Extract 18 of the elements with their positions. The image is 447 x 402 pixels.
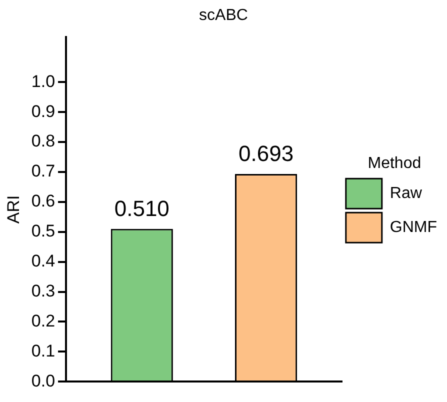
chart-title: scABC	[199, 7, 248, 24]
data-label: 0.510	[114, 196, 170, 221]
y-tick-label: 0.7	[31, 162, 56, 181]
y-tick-label: 0.5	[31, 222, 56, 241]
y-tick-label: 0.8	[31, 132, 56, 151]
y-tick-label: 0.2	[31, 311, 56, 330]
legend-title: Method	[368, 154, 422, 172]
y-tick-label: 0.0	[31, 371, 56, 390]
data-label: 0.693	[238, 141, 294, 166]
y-axis-title: ARI	[4, 195, 23, 224]
y-tick-label: 0.1	[31, 341, 56, 360]
y-tick-label: 0.4	[31, 251, 56, 270]
y-tick-label: 0.3	[31, 281, 56, 300]
legend-label: Raw	[390, 185, 422, 202]
legend-label: GNMF	[390, 219, 438, 236]
y-tick-label: 0.6	[31, 192, 56, 211]
y-tick-label: 0.9	[31, 102, 56, 121]
y-tick-label: 1.0	[31, 72, 56, 91]
